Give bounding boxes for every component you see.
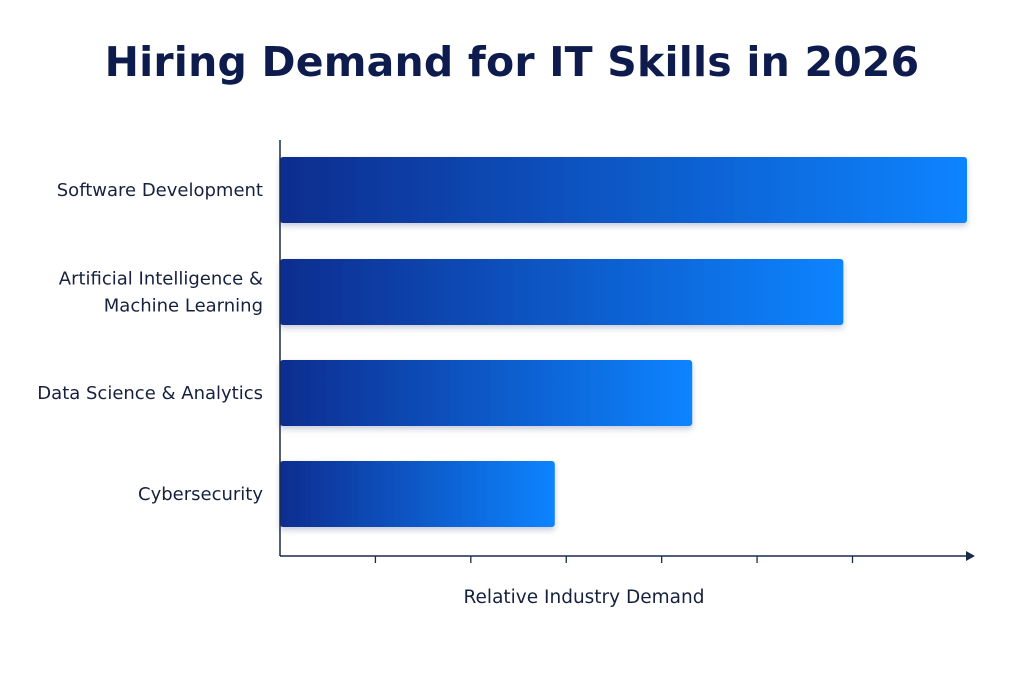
bar-2 [280,360,693,426]
category-label-2: Data Science & Analytics [37,383,263,404]
category-label-line: Data Science & Analytics [37,383,263,404]
category-label-line: Artificial Intelligence & [59,269,263,290]
category-label-1: Artificial Intelligence & Machine Learnin… [59,269,263,317]
bar-1 [280,259,844,325]
category-label-line: Cybersecurity [138,484,263,505]
category-label-0: Software Development [57,180,263,201]
category-label-line: Machine Learning [104,296,263,317]
x-axis-arrow-icon [966,551,975,561]
bar-3 [280,461,555,527]
category-label-line: Software Development [57,180,263,201]
bar-0 [280,157,967,223]
category-labels-group: Software Development Artificial Intellige… [37,180,263,505]
category-label-3: Cybersecurity [138,484,263,505]
x-axis-label: Relative Industry Demand [464,587,705,608]
bars-group [280,157,967,527]
axes-group [279,140,975,563]
chart-title: Hiring Demand for IT Skills in 2026 [104,38,920,86]
